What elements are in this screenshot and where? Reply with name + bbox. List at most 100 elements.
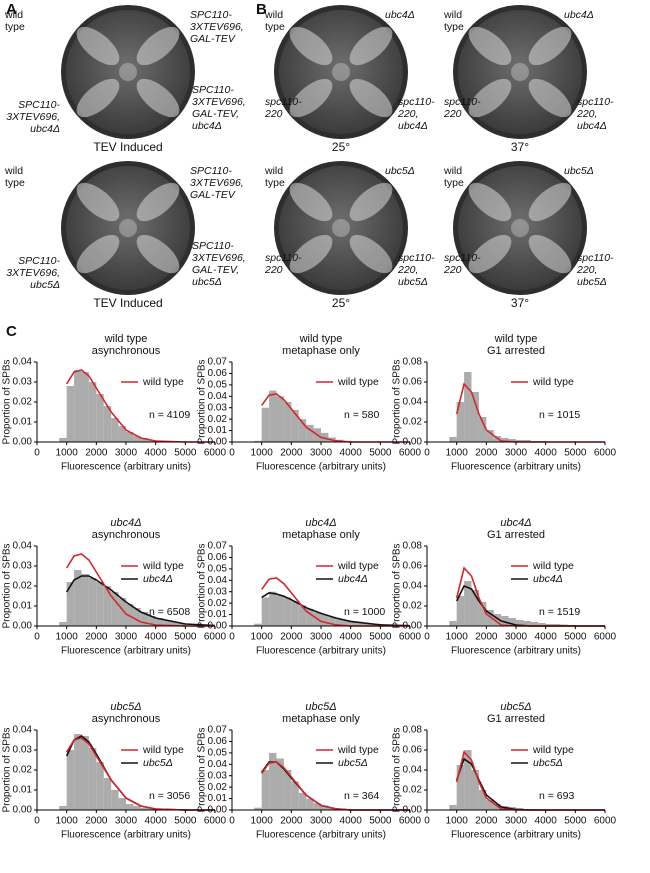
histogram-bar [96, 582, 104, 626]
histogram-bar [508, 439, 516, 442]
colony-center [119, 219, 137, 237]
histogram-bar [81, 736, 89, 810]
plate-label: 220 [443, 108, 462, 120]
plate-caption: 37° [511, 140, 529, 154]
plate-label: type [444, 177, 464, 189]
histogram-bar [118, 598, 126, 626]
histogram-bar [133, 806, 141, 810]
plate-label: ubc4Δ [398, 120, 428, 132]
histogram-bar [486, 800, 494, 810]
colony-streak [528, 78, 572, 118]
x-tick-label: 5000 [564, 816, 587, 827]
y-axis-label: Proportion of SPBs [197, 359, 208, 444]
x-tick-label: 5000 [369, 448, 392, 459]
histogram-bar [306, 798, 314, 810]
annotation: n = 580 [344, 409, 379, 421]
plate-label: 3XTEV696, [6, 267, 60, 279]
histogram-bar [449, 437, 457, 442]
x-tick-label: 1000 [251, 632, 274, 643]
x-tick-label: 5000 [369, 816, 392, 827]
chart-title: ubc5Δ [110, 701, 141, 713]
plate-label: wild [443, 9, 462, 21]
histogram-bar [283, 770, 292, 810]
histogram-bar [456, 402, 465, 442]
y-tick-label: 0.00 [208, 621, 228, 632]
histogram-bar [103, 586, 112, 626]
colony-streak [528, 26, 572, 66]
colony-streak [468, 26, 512, 66]
plate [453, 5, 587, 139]
histogram-bar [508, 618, 516, 626]
histogram-bar [140, 438, 149, 442]
plate-label: 220, [576, 264, 597, 276]
legend-label: wild type [532, 744, 574, 756]
histogram-bar [155, 618, 164, 626]
histogram-bar [321, 805, 329, 810]
colony-center [332, 219, 350, 237]
histogram-bar [276, 758, 284, 810]
histogram-bar [516, 620, 524, 626]
histogram-bar [283, 402, 292, 442]
colony-streak [349, 78, 393, 118]
x-tick-label: 0 [34, 632, 40, 643]
chart-subtitle: metaphase only [282, 345, 360, 357]
plate [274, 161, 408, 295]
legend-label: ubc4Δ [533, 573, 563, 585]
fit-curve [65, 737, 215, 811]
plate-label: 220 [264, 108, 283, 120]
histogram-bar [177, 623, 186, 626]
y-tick-label: 0.06 [403, 377, 423, 388]
x-tick-label: 1000 [446, 632, 469, 643]
y-tick-label: 0.00 [403, 437, 423, 448]
plate-label: ubc5Δ [577, 276, 607, 288]
plate-label: GAL-TEV [190, 189, 236, 201]
colony-center [511, 63, 529, 81]
histogram-bar [59, 622, 67, 626]
annotation: n = 1519 [539, 606, 580, 618]
x-tick-label: 3000 [505, 816, 528, 827]
histogram-bar [111, 592, 119, 626]
histogram-bar [261, 407, 270, 442]
chart-subtitle: G1 arrested [487, 713, 545, 725]
plate-label: 3XTEV696, [190, 177, 244, 189]
histogram-bar [464, 581, 472, 626]
histogram-bar [501, 438, 509, 442]
x-tick-label: 6000 [204, 816, 227, 827]
legend-label: wild type [532, 560, 574, 572]
y-tick-label: 0.06 [403, 561, 423, 572]
y-tick-label: 0.06 [208, 552, 228, 563]
histogram-bar [269, 752, 277, 810]
x-tick-label: 4000 [340, 816, 363, 827]
histogram-bar [335, 619, 344, 626]
histogram-bar [96, 762, 104, 810]
histogram-bar [261, 597, 270, 626]
histogram-bar [306, 424, 314, 442]
plate-label: spc110- [265, 96, 302, 108]
histogram-bar [545, 624, 554, 626]
x-tick-label: 1000 [446, 816, 469, 827]
y-tick-label: 0.06 [403, 745, 423, 756]
x-tick-label: 5000 [174, 448, 197, 459]
y-tick-label: 0.08 [403, 357, 423, 368]
histogram-bar [269, 591, 277, 626]
colony-streak [528, 234, 572, 274]
histogram-bar [88, 748, 97, 810]
plate-label: SPC110- [192, 240, 234, 252]
panel-label: B [256, 1, 267, 18]
chart-title: wild type [494, 333, 538, 345]
colony-center [332, 63, 350, 81]
colony-streak [289, 26, 333, 66]
histogram-bar [111, 418, 119, 442]
x-tick-label: 1000 [56, 632, 79, 643]
y-tick-label: 0.04 [13, 541, 33, 552]
histogram-bar [74, 570, 82, 626]
histogram-bar [111, 790, 119, 810]
histogram-bar [81, 574, 89, 626]
histogram-bar [148, 616, 156, 626]
legend-label: wild type [337, 376, 379, 388]
colony-streak [289, 78, 333, 118]
histogram-bar [478, 417, 487, 442]
histogram-bar [118, 426, 126, 442]
x-tick-label: 3000 [115, 448, 138, 459]
y-tick-label: 0.03 [208, 770, 228, 781]
